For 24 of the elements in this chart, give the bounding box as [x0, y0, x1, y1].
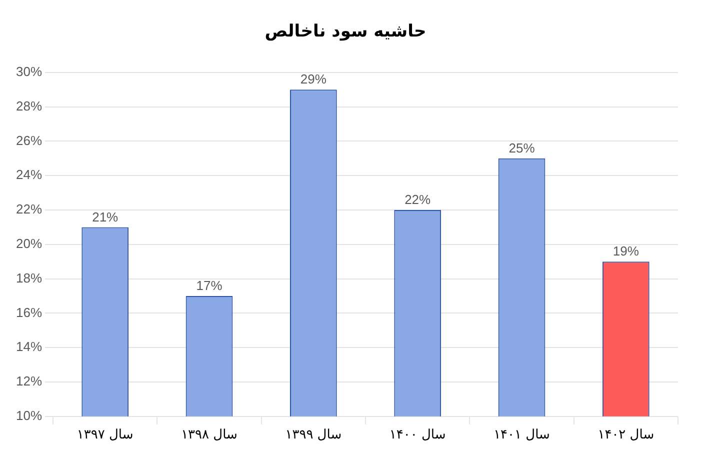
data-label: 21%: [92, 209, 119, 224]
y-tick-label: 26%: [16, 132, 42, 148]
y-tick-label: 16%: [16, 304, 42, 320]
x-tick-label: سال ۱۴۰۰: [389, 428, 446, 443]
x-tick-label: سال ۱۳۹۸: [181, 428, 238, 443]
y-tick-label: 14%: [16, 339, 42, 354]
y-tick-label: 20%: [16, 236, 42, 251]
y-tick-label: 18%: [16, 270, 42, 286]
y-tick-label: 12%: [16, 374, 42, 389]
data-label: 25%: [508, 140, 536, 156]
y-tick-label: 24%: [16, 167, 42, 182]
chart-title: حاشیه سود ناخالص: [264, 22, 426, 42]
x-tick-label: سال ۱۴۰۱: [494, 428, 550, 443]
data-label: 22%: [404, 192, 432, 208]
y-tick-label: 30%: [16, 64, 42, 79]
x-tick-label: سال ۱۳۹۹: [285, 428, 342, 443]
y-tick-label: 22%: [16, 202, 42, 217]
data-label: 19%: [612, 244, 640, 259]
data-label: 17%: [196, 278, 223, 294]
y-tick-label: 28%: [16, 98, 42, 114]
x-tick-label: سال ۱۳۹۷: [76, 428, 134, 443]
data-label: 29%: [300, 72, 327, 87]
x-tick-label: سال ۱۴۰۲: [598, 428, 654, 443]
y-tick-label: 10%: [16, 408, 42, 423]
